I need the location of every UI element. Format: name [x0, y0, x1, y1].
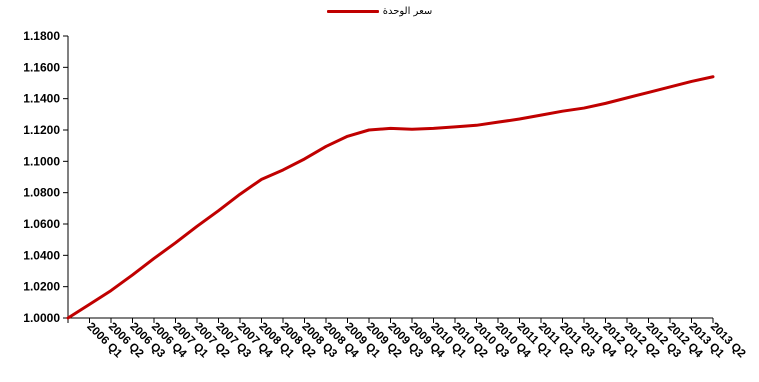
y-tick-label: 1.0400: [23, 248, 60, 262]
y-tick-label: 1.0200: [23, 280, 60, 294]
y-tick-label: 1.0800: [23, 186, 60, 200]
y-tick-label: 1.1000: [23, 154, 60, 168]
series-layer: [66, 75, 715, 320]
legend-line-swatch: [326, 9, 379, 13]
y-tick-label: 1.1600: [23, 60, 60, 74]
y-tick-label: 1.0600: [23, 217, 60, 231]
legend: سعر الوحدة: [0, 6, 759, 17]
y-tick-label: 1.1800: [23, 29, 60, 43]
y-tick-label: 1.1400: [23, 92, 60, 106]
y-axis: 1.0000 1.0200 1.0400 1.0600 1.0800 1.1000 1.12…: [23, 29, 69, 325]
legend-label: سعر الوحدة: [382, 6, 433, 17]
series-line: [66, 75, 715, 320]
y-tick-label: 1.1200: [23, 123, 60, 137]
y-tick-label: 1.0000: [23, 311, 60, 325]
